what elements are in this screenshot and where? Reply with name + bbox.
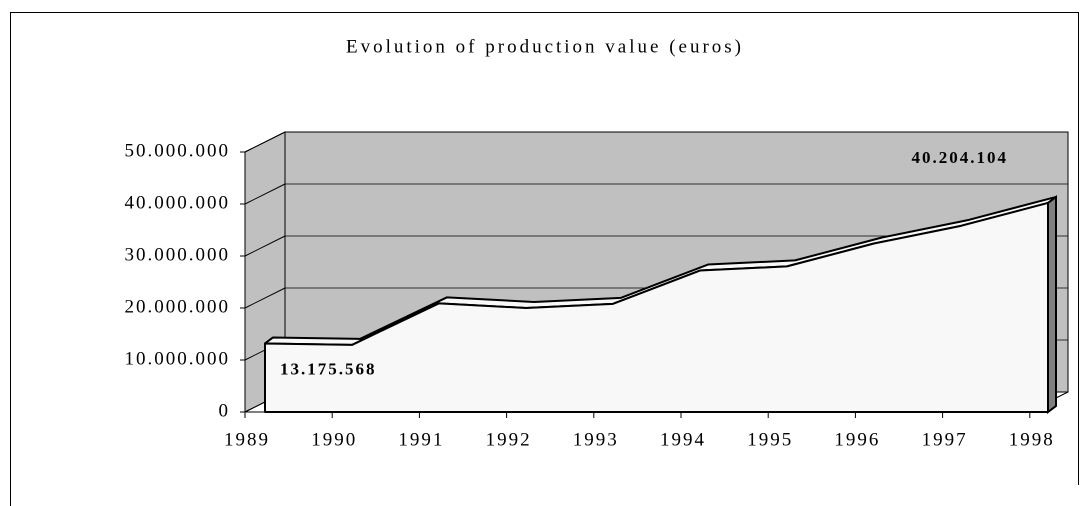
y-tick-label: 20.000.000 [125,296,231,317]
x-tick-label: 1993 [573,429,619,450]
x-tick-label: 1989 [224,429,270,450]
chart-frame [10,12,1079,506]
y-tick-label: 30.000.000 [125,244,231,265]
x-tick-label: 1998 [1009,429,1055,450]
x-tick-label: 1994 [660,429,706,450]
y-axis-depth [244,131,286,153]
y-tick-label: 40.000.000 [125,192,231,213]
y-axis-depth [244,235,286,257]
x-tick-label: 1992 [486,429,532,450]
x-tick-label: 1991 [398,429,444,450]
x-tick-label: 1997 [922,429,968,450]
y-tick-label: 0 [219,400,231,421]
y-axis-depth [244,183,286,205]
area-side [1047,194,1057,414]
y-tick-label: 50.000.000 [125,140,231,161]
y-tick-label: 10.000.000 [125,348,231,369]
data-label: 40.204.104 [912,148,1009,167]
x-tick-label: 1996 [834,429,880,450]
chart-title: Evolution of production value (euros) [346,36,744,57]
y-axis-depth [244,287,286,309]
x-tick-label: 1995 [747,429,793,450]
area [264,201,1049,413]
x-tick-label: 1990 [311,429,357,450]
data-label: 13.175.568 [280,359,377,378]
